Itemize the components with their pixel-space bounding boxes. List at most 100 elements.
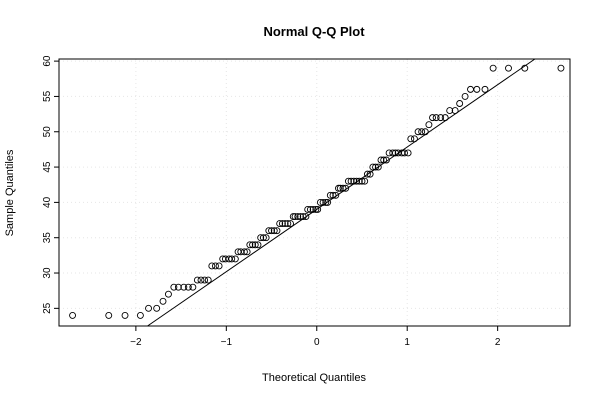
data-point [197, 276, 205, 284]
data-point [366, 170, 374, 178]
data-point [461, 92, 469, 100]
data-point [170, 283, 178, 291]
data-point [270, 227, 278, 235]
data-point [441, 114, 449, 122]
data-point [164, 290, 172, 298]
data-point [342, 184, 350, 192]
data-point [481, 85, 489, 93]
data-point [254, 241, 262, 249]
reference-line [147, 58, 536, 327]
data-point [380, 156, 388, 164]
data-point [265, 227, 273, 235]
data-point [421, 128, 429, 136]
data-point [361, 177, 369, 185]
y-tick-label: 40 [42, 196, 53, 208]
data-point [204, 276, 212, 284]
data-point [432, 114, 440, 122]
data-point [326, 191, 334, 199]
data-point [306, 206, 314, 213]
data-point [273, 227, 281, 235]
x-tick-label: 2 [495, 337, 501, 348]
data-point [145, 304, 152, 312]
data-point [473, 85, 481, 93]
data-point [324, 198, 332, 206]
data-point [184, 283, 192, 291]
data-point [521, 64, 529, 72]
y-axis-label: Sample Quantiles [4, 149, 16, 236]
data-point [246, 241, 254, 249]
data-point [259, 234, 267, 242]
data-point [467, 85, 474, 93]
data-point [319, 198, 327, 206]
grid [59, 59, 570, 326]
y-tick-label: 50 [42, 126, 53, 138]
data-point [363, 170, 371, 178]
x-tick-label: −1 [221, 337, 233, 348]
data-point [377, 156, 385, 164]
data-point [410, 135, 418, 143]
data-point [302, 213, 310, 220]
data-point [332, 191, 340, 199]
data-point [228, 255, 236, 263]
x-axis-label: Theoretical Quantiles [262, 372, 366, 384]
data-point [215, 262, 223, 270]
data-point [407, 135, 415, 143]
data-point [69, 311, 77, 319]
data-point [350, 177, 358, 185]
data-point [309, 206, 317, 213]
data-point [451, 107, 459, 115]
data-point [299, 213, 307, 220]
data-point [231, 255, 239, 263]
data-point [429, 114, 436, 122]
x-tick-label: 0 [314, 337, 320, 348]
data-point [358, 177, 366, 185]
data-point [257, 234, 265, 242]
data-point [336, 184, 344, 192]
data-point [382, 156, 390, 164]
data-point [121, 311, 129, 319]
data-point [278, 220, 286, 228]
data-point [401, 149, 408, 157]
data-point [389, 149, 397, 157]
data-point [425, 121, 433, 129]
data-point [297, 213, 304, 220]
data-point [243, 248, 251, 256]
data-point [294, 213, 302, 220]
x-axis: −2 −1 0 1 2 [130, 326, 501, 348]
data-point [314, 206, 322, 213]
data-point [193, 276, 201, 284]
plot-frame [58, 58, 571, 327]
data-point [249, 241, 256, 249]
data-point [159, 297, 167, 305]
data-point [355, 177, 363, 185]
data-point [344, 177, 352, 185]
data-point [404, 149, 412, 157]
data-point [136, 311, 144, 319]
y-tick-label: 30 [42, 267, 53, 279]
y-tick-label: 35 [42, 232, 53, 244]
data-point [329, 191, 337, 199]
data-point [212, 262, 219, 270]
data-point [262, 234, 270, 242]
x-tick-label: −2 [130, 337, 142, 348]
data-point [281, 220, 289, 228]
data-point [153, 304, 161, 312]
data-point [437, 114, 445, 122]
data-point [251, 241, 259, 249]
data-point [372, 163, 379, 171]
data-point [201, 276, 209, 284]
y-tick-label: 45 [42, 161, 53, 173]
data-point [287, 220, 294, 228]
data-point [268, 227, 275, 235]
data-point [374, 163, 382, 171]
data-point [322, 198, 330, 206]
data-point [489, 64, 497, 72]
data-point [174, 283, 182, 291]
y-tick-label: 25 [42, 302, 53, 314]
y-axis: 25 30 35 40 45 50 55 60 [42, 55, 59, 314]
data-point [347, 177, 355, 185]
chart-title: Normal Q-Q Plot [263, 24, 365, 39]
data-point [180, 283, 188, 291]
y-tick-label: 55 [42, 90, 53, 102]
